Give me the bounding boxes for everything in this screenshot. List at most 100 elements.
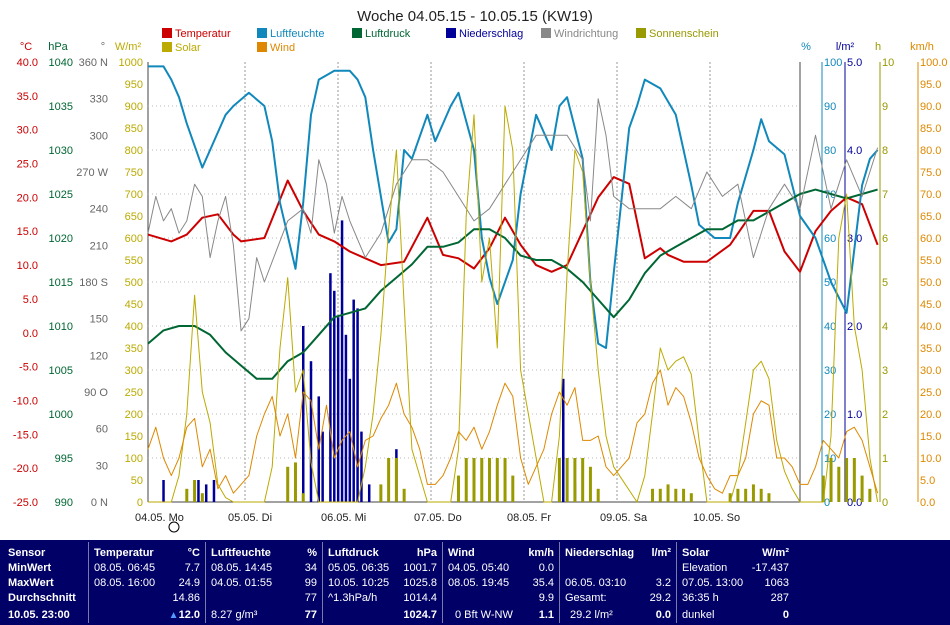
wind-tick-15: 25.0 bbox=[920, 387, 941, 399]
max-label: MaxWert bbox=[8, 577, 54, 589]
elevation-value: -17.437 bbox=[751, 562, 789, 574]
rain-tick-4: 1.0 bbox=[847, 409, 862, 421]
wind-max-value: 35.4 bbox=[532, 577, 554, 589]
wind-heading: Wind bbox=[448, 547, 475, 559]
solar-tick-10: 500 bbox=[125, 277, 143, 289]
sonnenschein-bar-18 bbox=[557, 458, 561, 502]
x-axis-labels: 04.05. Mo 05.05. Di 06.05. Mi 07.05. Do 08.0… bbox=[135, 512, 740, 524]
sonnenschein-bar-20 bbox=[573, 458, 577, 502]
wind-tick-11: 45.0 bbox=[920, 299, 941, 311]
pressure-tick-10: 990 bbox=[55, 497, 73, 509]
wind_dir-tick-8: 120 bbox=[90, 350, 108, 362]
niederschlag-bar-14 bbox=[352, 299, 355, 502]
chart-legend: Temperatur Luftfeuchte Luftdruck Niederschl… bbox=[162, 28, 719, 54]
temp-tick-12: -20.0 bbox=[13, 463, 38, 475]
temp-unit-label: °C bbox=[20, 41, 32, 53]
humidity-current-value: 77 bbox=[304, 609, 317, 621]
sonnenschein-bar-15 bbox=[495, 458, 499, 502]
niederschlag-bar-2 bbox=[204, 484, 208, 502]
pressure-trend: ^1.3hPa/h bbox=[328, 592, 378, 604]
sun-tick-0: 10 bbox=[882, 57, 894, 69]
humidity-tick-8: 20 bbox=[824, 409, 836, 421]
sonnenschein-bar-24 bbox=[651, 488, 655, 502]
x-label-1: 05.05. Di bbox=[228, 512, 272, 524]
min-label: MinWert bbox=[8, 562, 52, 574]
pressure-avg-value: 1014.4 bbox=[403, 592, 437, 604]
wind-tick-2: 90.0 bbox=[920, 101, 941, 113]
legend-swatch-4 bbox=[541, 28, 551, 38]
wind_dir-tick-11: 30 bbox=[96, 460, 108, 472]
solar-tick-14: 300 bbox=[125, 365, 143, 377]
niederschlag-bar-15 bbox=[356, 308, 359, 502]
solar-tick-12: 400 bbox=[125, 321, 143, 333]
wind-tick-17: 15.0 bbox=[920, 431, 941, 443]
rain-tick-5: 0.0 bbox=[847, 497, 862, 509]
sonnenschein-bar-31 bbox=[736, 488, 740, 502]
solar-max-time: 07.05. 13:00 bbox=[682, 577, 744, 589]
sonnenschein-bar-19 bbox=[565, 458, 569, 502]
luftfeuchte-line bbox=[148, 65, 879, 349]
sonnenschein-bar-29 bbox=[689, 493, 693, 502]
temp-tick-3: 25.0 bbox=[17, 159, 38, 171]
daylight-status: dunkel bbox=[682, 609, 715, 621]
sonnenschein-bar-8 bbox=[394, 458, 398, 502]
wind-tick-18: 10.0 bbox=[920, 453, 941, 465]
solar-tick-8: 600 bbox=[125, 233, 143, 245]
wind-tick-12: 40.0 bbox=[920, 321, 941, 333]
wind-box: Wind km/h 04.05. 05:40 0.0 08.05. 19:45 35.… bbox=[443, 542, 558, 623]
solar-tick-20: 0 bbox=[137, 497, 143, 509]
sonnenschein-bar-5 bbox=[301, 493, 305, 502]
niederschlag-bar-9 bbox=[333, 290, 336, 502]
humidity-max-value: 99 bbox=[304, 577, 317, 589]
temp-tick-13: -25.0 bbox=[13, 497, 38, 509]
wind_dir-tick-12: 0 N bbox=[91, 497, 108, 509]
temp-tick-2: 30.0 bbox=[17, 125, 38, 137]
rain-max-value: 3.2 bbox=[655, 577, 671, 589]
rain-unit-label: l/m² bbox=[836, 41, 855, 53]
sun-tick-3: 7 bbox=[882, 189, 888, 201]
wind_dir-tick-3: 270 W bbox=[76, 167, 108, 179]
sonnenschein-bar-30 bbox=[728, 493, 732, 502]
wind-tick-9: 55.0 bbox=[920, 255, 941, 267]
wind-tick-10: 50.0 bbox=[920, 277, 941, 289]
absolute-humidity: 8.27 g/m³ bbox=[211, 609, 258, 621]
sonnenschein-bar-23 bbox=[596, 488, 600, 502]
wind_dir-tick-0: 360 N bbox=[79, 57, 108, 69]
wind_dir-tick-10: 60 bbox=[96, 424, 108, 436]
sun-tick-4: 6 bbox=[882, 233, 888, 245]
sonnenschein-bar-14 bbox=[488, 458, 492, 502]
temperature-box: Temperatur °C 08.05. 06:45 7.7 08.05. 16:0… bbox=[89, 542, 204, 623]
cursor-marker[interactable] bbox=[168, 521, 180, 533]
temperature-max-time: 08.05. 16:00 bbox=[94, 577, 156, 589]
niederschlag-bar-13 bbox=[348, 378, 352, 502]
niederschlag-bars bbox=[162, 220, 577, 502]
avg-label: Durchschnitt bbox=[8, 592, 76, 604]
sonnenschein-bar-40 bbox=[852, 458, 856, 502]
wind-tick-20: 0.0 bbox=[920, 497, 935, 509]
wind-min-time: 04.05. 05:40 bbox=[448, 562, 510, 574]
solar-tick-4: 800 bbox=[125, 145, 143, 157]
temperatur-line bbox=[147, 176, 879, 273]
legend-swatch-5 bbox=[636, 28, 646, 38]
solar-unit-label: W/m² bbox=[115, 41, 142, 53]
humidity-tick-7: 30 bbox=[824, 365, 836, 377]
humidity-box: Luftfeuchte% 08.05. 14:45 34 04.05. 01:55… bbox=[206, 542, 321, 623]
humidity-min-time: 08.05. 14:45 bbox=[211, 562, 273, 574]
humidity-tick-0: 100 bbox=[824, 57, 842, 69]
wind-line bbox=[147, 369, 879, 494]
solar-max-value: 1063 bbox=[764, 577, 789, 589]
pressure-tick-2: 1030 bbox=[49, 145, 73, 157]
sonnenschein-bar-38 bbox=[837, 466, 841, 502]
x-label-4: 08.05. Fr bbox=[507, 512, 551, 524]
wind-tick-19: 5.0 bbox=[920, 475, 935, 487]
chart-series bbox=[147, 65, 879, 503]
legend-label-0: Temperatur bbox=[175, 28, 231, 40]
solar-tick-5: 750 bbox=[125, 167, 143, 179]
wind_dir-unit-label: ° bbox=[101, 41, 105, 53]
sonnenschein-bar-39 bbox=[845, 458, 849, 502]
elevation-label: Elevation bbox=[682, 562, 728, 574]
legend-label-4: Windrichtung bbox=[554, 28, 618, 40]
temp-tick-6: 10.0 bbox=[17, 260, 38, 272]
temp-tick-9: -5.0 bbox=[19, 362, 38, 374]
sonnenschein-bar-12 bbox=[472, 458, 476, 502]
